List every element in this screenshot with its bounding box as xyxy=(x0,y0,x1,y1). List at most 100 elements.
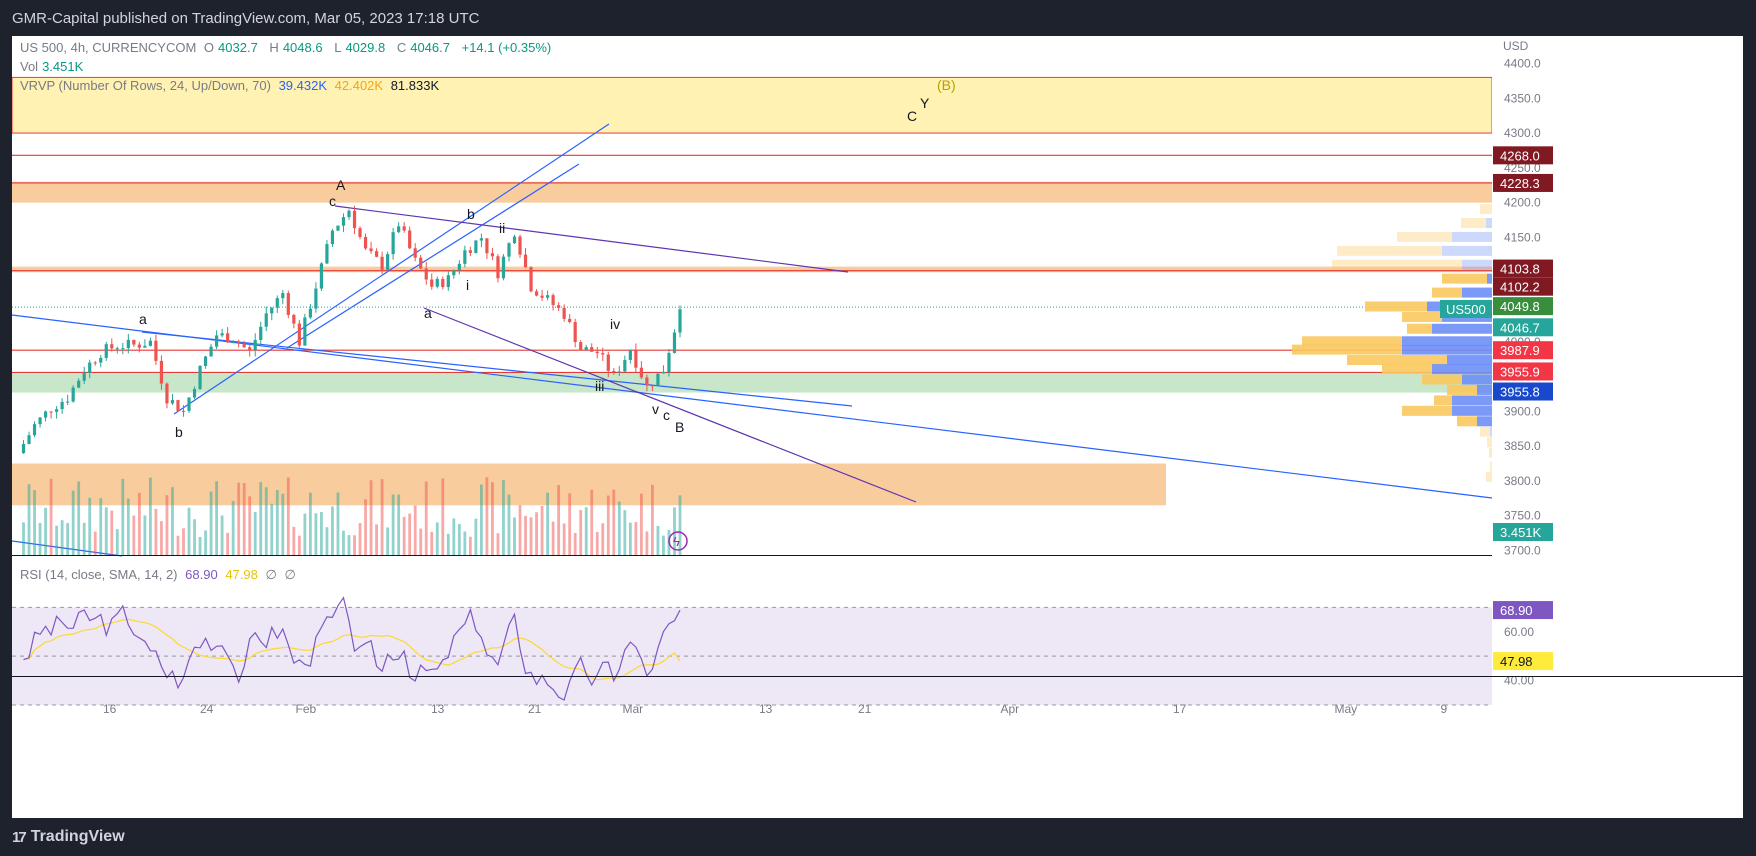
candle-body xyxy=(386,254,390,270)
candle-body xyxy=(203,356,208,366)
vp-down-14 xyxy=(1422,374,1462,385)
volume-bar xyxy=(115,529,119,555)
candle-body xyxy=(546,295,550,298)
volume-bar xyxy=(88,497,92,555)
price-badge-text-3: 4102.2 xyxy=(1500,280,1540,295)
vp-down-19 xyxy=(1480,426,1490,437)
candle-body xyxy=(441,278,445,288)
footer-bar: 17 TradingView xyxy=(0,818,1756,856)
price-badge-0 xyxy=(1493,146,1553,165)
vp-up-9 xyxy=(1432,323,1492,334)
candle-body xyxy=(242,343,246,348)
tv-logo-icon: 17 xyxy=(12,828,27,846)
candle-body xyxy=(99,357,103,363)
candle-body xyxy=(661,372,666,374)
volume-bar xyxy=(424,481,428,555)
wave-label-12: B xyxy=(675,419,684,435)
vp-down-23 xyxy=(1486,471,1492,482)
volume-legend[interactable]: Vol 3.451K xyxy=(20,59,87,74)
volume-bar xyxy=(303,513,307,555)
vp-up-11 xyxy=(1402,344,1492,355)
time-label-7: 21 xyxy=(858,702,872,716)
price-tick-2: 4300.0 xyxy=(1504,126,1541,140)
candle-body xyxy=(463,250,467,264)
candle-body xyxy=(457,263,461,271)
time-label-0: 16 xyxy=(103,702,117,716)
candle-body xyxy=(656,373,660,386)
volume-bar xyxy=(617,501,621,555)
vp-up-16 xyxy=(1452,395,1492,406)
flash-icon xyxy=(668,531,688,551)
vp-up-19 xyxy=(1490,426,1492,437)
candle-body xyxy=(435,278,439,287)
vp-up-4 xyxy=(1462,259,1492,270)
price-tick-0: 4400.0 xyxy=(1504,57,1541,71)
volume-bar xyxy=(656,526,660,555)
vp-up-3 xyxy=(1442,245,1492,256)
trend-line-3 xyxy=(286,163,580,349)
vrvp-legend[interactable]: VRVP (Number Of Rows, 24, Up/Down, 70) 3… xyxy=(20,78,443,93)
candle-body xyxy=(369,248,373,252)
volume-bar xyxy=(176,535,180,555)
candle-body xyxy=(540,295,544,298)
volume-bar xyxy=(60,520,64,555)
volume-bar xyxy=(132,515,136,555)
volume-bar xyxy=(551,521,555,555)
candle-body xyxy=(286,293,290,315)
vp-up-6 xyxy=(1462,287,1492,298)
volume-bar xyxy=(612,489,616,555)
candle-body xyxy=(672,332,677,353)
volume-bar xyxy=(673,507,676,555)
volume-bar xyxy=(137,492,141,555)
candle-body xyxy=(231,342,235,344)
vp-down-7 xyxy=(1365,301,1427,312)
candle-body xyxy=(474,240,478,253)
volume-bar xyxy=(248,496,252,555)
trend-line-1 xyxy=(141,331,853,407)
candle-body xyxy=(165,383,169,404)
candle-body xyxy=(66,401,70,403)
candle-body xyxy=(281,293,285,299)
volume-bar xyxy=(386,527,390,555)
close-label: C xyxy=(396,40,407,55)
candle-body xyxy=(176,400,180,411)
volume-bar xyxy=(253,512,257,555)
vp-up-17 xyxy=(1452,405,1492,416)
price-tick-14: 3700.0 xyxy=(1504,543,1541,557)
candle-body xyxy=(137,344,141,348)
vp-down-12 xyxy=(1347,355,1447,366)
volume-bar xyxy=(314,513,318,555)
rsi-label: RSI (14, close, SMA, 14, 2) xyxy=(20,567,178,582)
symbol-name[interactable]: US 500, 4h, CURRENCYCOM xyxy=(20,40,197,55)
candle-body xyxy=(650,385,655,387)
volume-bar xyxy=(149,477,152,555)
time-label-5: Mar xyxy=(623,702,644,716)
price-badge-text-9: 3.451K xyxy=(1500,525,1542,540)
volume-bar xyxy=(242,483,246,555)
price-tick-10: 3900.0 xyxy=(1504,404,1541,418)
vp-up-5 xyxy=(1487,273,1492,284)
rsi-legend[interactable]: RSI (14, close, SMA, 14, 2) 68.90 47.98 … xyxy=(20,567,300,583)
price-badge-2 xyxy=(1493,259,1553,278)
candle-body xyxy=(408,230,412,249)
candle-body xyxy=(181,410,186,412)
tradingview-logo[interactable]: 17 TradingView xyxy=(12,828,125,846)
candle-body xyxy=(32,424,37,436)
volume-bar xyxy=(480,484,483,555)
wave-label-0: A xyxy=(336,177,346,193)
price-badge-text-0: 4268.0 xyxy=(1500,148,1540,163)
volume-bar xyxy=(160,521,163,555)
zone-0 xyxy=(12,76,1493,134)
close-value: 4046.7 xyxy=(410,40,450,55)
candle-body xyxy=(557,305,561,308)
currency-label: USD xyxy=(1503,39,1529,53)
volume-bar xyxy=(297,535,301,555)
candle-body xyxy=(430,279,434,287)
candle-body xyxy=(397,226,401,233)
price-badge-9 xyxy=(1493,523,1553,541)
price-tick-1: 4350.0 xyxy=(1504,91,1541,105)
wave-label-11: c xyxy=(663,407,670,423)
rsi-extra-2: ∅ xyxy=(284,567,296,582)
